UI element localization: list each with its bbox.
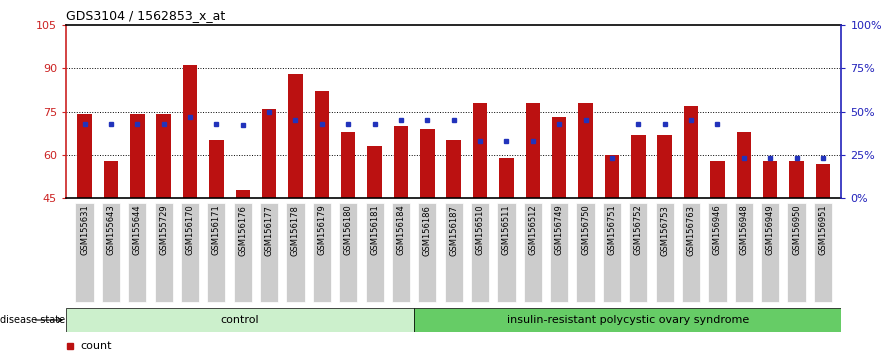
Bar [104,161,118,198]
Bar [737,132,751,198]
Text: GSM156948: GSM156948 [739,205,748,256]
FancyBboxPatch shape [313,202,331,302]
Text: GSM156750: GSM156750 [581,205,590,256]
Bar [789,161,803,198]
Bar [315,91,329,198]
Bar [578,103,593,198]
FancyBboxPatch shape [339,202,358,302]
Text: GSM156949: GSM156949 [766,205,774,255]
Bar [66,308,414,332]
FancyBboxPatch shape [735,202,753,302]
FancyBboxPatch shape [814,202,832,302]
FancyBboxPatch shape [154,202,173,302]
FancyBboxPatch shape [418,202,436,302]
Bar [631,135,646,198]
Text: GSM156951: GSM156951 [818,205,827,255]
FancyBboxPatch shape [629,202,648,302]
FancyBboxPatch shape [655,202,674,302]
FancyBboxPatch shape [550,202,568,302]
FancyBboxPatch shape [708,202,727,302]
Text: GSM156171: GSM156171 [212,205,221,256]
Text: GSM156946: GSM156946 [713,205,722,256]
Bar [414,308,841,332]
Text: GSM156176: GSM156176 [238,205,248,256]
FancyBboxPatch shape [207,202,226,302]
Text: GSM156751: GSM156751 [607,205,617,256]
FancyBboxPatch shape [392,202,410,302]
Text: GSM156511: GSM156511 [502,205,511,255]
Text: GSM156753: GSM156753 [660,205,670,256]
Text: GSM156510: GSM156510 [476,205,485,255]
FancyBboxPatch shape [76,202,93,302]
Bar [657,135,672,198]
Bar [182,65,197,198]
FancyBboxPatch shape [682,202,700,302]
FancyBboxPatch shape [603,202,621,302]
Text: GDS3104 / 1562853_x_at: GDS3104 / 1562853_x_at [66,9,226,22]
FancyBboxPatch shape [102,202,120,302]
Text: GSM156512: GSM156512 [529,205,537,255]
Bar [367,146,381,198]
Text: GSM155729: GSM155729 [159,205,168,255]
Bar [209,141,224,198]
Bar [420,129,434,198]
Text: insulin-resistant polycystic ovary syndrome: insulin-resistant polycystic ovary syndr… [507,315,749,325]
Bar [78,114,92,198]
Text: GSM156749: GSM156749 [555,205,564,256]
Bar [710,161,725,198]
Bar [288,74,303,198]
FancyBboxPatch shape [366,202,384,302]
Text: GSM156950: GSM156950 [792,205,801,255]
FancyBboxPatch shape [498,202,515,302]
FancyBboxPatch shape [523,202,542,302]
Text: GSM156187: GSM156187 [449,205,458,256]
FancyBboxPatch shape [286,202,305,302]
Bar [473,103,487,198]
Bar [763,161,777,198]
Text: GSM156170: GSM156170 [186,205,195,256]
Text: GSM156178: GSM156178 [291,205,300,256]
Bar [130,114,144,198]
Bar [447,141,461,198]
Text: count: count [80,341,112,351]
Bar [157,114,171,198]
Bar [500,158,514,198]
FancyBboxPatch shape [471,202,489,302]
Text: GSM155643: GSM155643 [107,205,115,256]
Bar [341,132,356,198]
Text: GSM156752: GSM156752 [633,205,643,256]
Text: GSM156186: GSM156186 [423,205,432,256]
Text: GSM156179: GSM156179 [317,205,326,256]
FancyBboxPatch shape [128,202,146,302]
Bar [816,164,830,198]
Text: disease state: disease state [0,315,65,325]
Text: control: control [221,315,259,325]
FancyBboxPatch shape [445,202,463,302]
Text: GSM156763: GSM156763 [686,205,695,256]
Bar [552,117,566,198]
Bar [394,126,408,198]
Text: GSM156181: GSM156181 [370,205,379,256]
FancyBboxPatch shape [576,202,595,302]
FancyBboxPatch shape [788,202,805,302]
Text: GSM155631: GSM155631 [80,205,89,256]
Text: GSM156180: GSM156180 [344,205,352,256]
FancyBboxPatch shape [181,202,199,302]
Text: GSM156184: GSM156184 [396,205,405,256]
Text: GSM156177: GSM156177 [264,205,274,256]
Bar [235,190,250,198]
FancyBboxPatch shape [260,202,278,302]
FancyBboxPatch shape [761,202,780,302]
Bar [526,103,540,198]
Bar [684,106,699,198]
FancyBboxPatch shape [233,202,252,302]
Text: GSM155644: GSM155644 [133,205,142,255]
Bar [262,109,277,198]
Bar [604,155,619,198]
